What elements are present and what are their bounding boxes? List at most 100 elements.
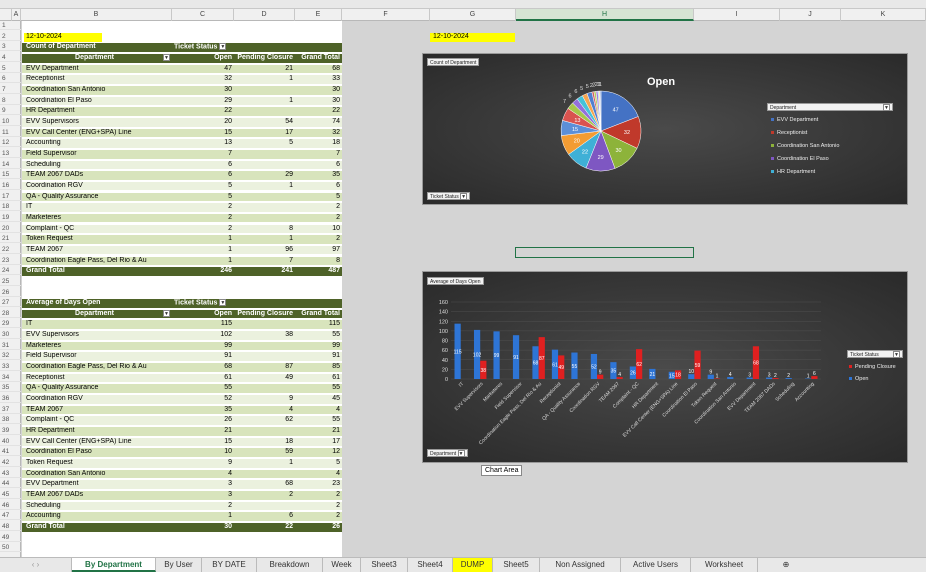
pivot-value-open[interactable]: 21 bbox=[224, 427, 232, 435]
pivot-value-open[interactable]: 52 bbox=[224, 395, 232, 403]
pivot-row-label[interactable]: IT bbox=[26, 203, 33, 211]
pivot-row-label[interactable]: EVV Supervisors bbox=[26, 331, 79, 339]
pivot-col-pending[interactable]: Pending Closure bbox=[234, 309, 295, 319]
tab-dump[interactable]: DUMP bbox=[453, 558, 493, 572]
pivot-row-label[interactable]: HR Department bbox=[26, 107, 75, 115]
pivot-value-pending[interactable]: 87 bbox=[285, 363, 293, 371]
pivot-value-total[interactable]: 2 bbox=[336, 512, 340, 520]
pivot-value-total[interactable]: 55 bbox=[332, 416, 340, 424]
row-header[interactable]: 43 bbox=[0, 469, 21, 478]
filter-icon[interactable]: ▼ bbox=[219, 43, 227, 51]
date-cell-1[interactable]: 12-10-2024 bbox=[24, 33, 102, 42]
tab-sheet3[interactable]: Sheet3 bbox=[361, 558, 408, 572]
row-header[interactable]: 8 bbox=[0, 96, 21, 105]
row-header[interactable]: 2 bbox=[0, 32, 21, 41]
column-header-I[interactable]: I bbox=[694, 9, 780, 21]
pivot-value-open[interactable]: 20 bbox=[224, 117, 232, 125]
pivot-value-total[interactable]: 5 bbox=[336, 459, 340, 467]
pivot-row-label[interactable]: IT bbox=[26, 320, 33, 328]
pivot-value-total[interactable]: 30 bbox=[332, 85, 340, 93]
pivot-value-total[interactable]: 5 bbox=[336, 192, 340, 200]
pivot-row-label[interactable]: EVV Department bbox=[26, 64, 79, 72]
row-header[interactable]: 37 bbox=[0, 405, 21, 414]
pivot-value-total[interactable]: 2 bbox=[336, 491, 340, 499]
pivot-value-open[interactable]: 15 bbox=[224, 128, 232, 136]
pivot-value-pending[interactable]: 17 bbox=[285, 128, 293, 136]
pivot-value-total[interactable]: 115 bbox=[328, 320, 340, 328]
pivot-value-pending[interactable]: 49 bbox=[285, 373, 293, 381]
row-header[interactable]: 25 bbox=[0, 277, 21, 286]
row-header[interactable]: 31 bbox=[0, 341, 21, 350]
pivot-value-pending[interactable] bbox=[234, 150, 295, 159]
pivot-row-label[interactable]: TEAM 2067 DADs bbox=[26, 171, 84, 179]
bar-open[interactable] bbox=[688, 374, 695, 379]
pivot-value-open[interactable]: 5 bbox=[228, 181, 232, 189]
pivot-value-pending[interactable]: 54 bbox=[285, 117, 293, 125]
bar-pending[interactable] bbox=[538, 337, 545, 379]
filter-icon[interactable]: ▼ bbox=[219, 299, 227, 307]
pivot-total-label[interactable]: Grand Total bbox=[24, 523, 172, 532]
pivot-value-pending[interactable] bbox=[234, 384, 295, 393]
pivot-value-total[interactable]: 2 bbox=[336, 203, 340, 211]
column-header-A[interactable]: A bbox=[12, 9, 21, 21]
row-header[interactable]: 6 bbox=[0, 74, 21, 84]
row-header[interactable]: 3 bbox=[0, 42, 21, 52]
pivot-value-total[interactable]: 7 bbox=[336, 149, 340, 157]
bar-open[interactable] bbox=[649, 368, 656, 379]
pivot-value-pending[interactable]: 18 bbox=[285, 437, 293, 445]
row-header[interactable]: 46 bbox=[0, 501, 21, 510]
bar-field-button[interactable]: Average of Days Open bbox=[427, 277, 484, 285]
bar-pending[interactable] bbox=[694, 350, 701, 379]
pivot-value-pending[interactable]: 1 bbox=[289, 181, 293, 189]
pie-field-button[interactable]: Count of Department bbox=[427, 58, 480, 66]
tab-non-assigned[interactable]: Non Assigned bbox=[540, 558, 621, 572]
tab-by-user[interactable]: By User bbox=[156, 558, 202, 572]
pivot-value-open[interactable]: 4 bbox=[228, 469, 232, 477]
row-header[interactable]: 11 bbox=[0, 128, 21, 137]
pivot-value-pending[interactable]: 8 bbox=[289, 224, 293, 232]
pivot-value-open[interactable]: 2 bbox=[228, 224, 232, 232]
pivot-value-total[interactable]: 97 bbox=[332, 245, 340, 253]
pivot-value-pending[interactable] bbox=[234, 427, 295, 436]
pivot-value-pending[interactable]: 59 bbox=[285, 448, 293, 456]
pivot-value-total[interactable]: 12 bbox=[332, 448, 340, 456]
pivot-value-pending[interactable]: 1 bbox=[289, 459, 293, 467]
pivot-value-total[interactable]: 10 bbox=[332, 224, 340, 232]
tab-sheet4[interactable]: Sheet4 bbox=[408, 558, 453, 572]
pivot-value-open[interactable]: 91 bbox=[224, 352, 232, 360]
pivot-col-open[interactable]: Open bbox=[172, 309, 234, 319]
pivot-value-open[interactable]: 5 bbox=[228, 192, 232, 200]
pivot-value-open[interactable]: 115 bbox=[220, 320, 232, 328]
row-header[interactable]: 24 bbox=[0, 266, 21, 276]
pivot-value-open[interactable]: 9 bbox=[228, 459, 232, 467]
pivot-value-pending[interactable] bbox=[234, 342, 295, 351]
pivot-value-total[interactable]: 4 bbox=[336, 469, 340, 477]
bar-pending[interactable] bbox=[558, 355, 565, 379]
pivot-value-total[interactable]: 17 bbox=[332, 437, 340, 445]
pivot-row-label[interactable]: TEAM 2067 DADs bbox=[26, 491, 84, 499]
pivot-value-total[interactable]: 91 bbox=[332, 352, 340, 360]
pivot-row-label[interactable]: Field Supervisor bbox=[26, 352, 77, 360]
pivot-row-label[interactable]: Scheduling bbox=[26, 160, 61, 168]
pivot-row-label[interactable]: Coordination San Antonio bbox=[26, 469, 106, 477]
row-header[interactable]: 48 bbox=[0, 522, 21, 532]
pivot-total-grand[interactable]: 487 bbox=[295, 267, 342, 276]
column-header-G[interactable]: G bbox=[430, 9, 516, 21]
row-header[interactable]: 14 bbox=[0, 160, 21, 169]
row-header[interactable]: 26 bbox=[0, 288, 21, 297]
pivot-value-total[interactable]: 30 bbox=[332, 96, 340, 104]
pivot-value-pending[interactable]: 1 bbox=[289, 235, 293, 243]
row-header[interactable]: 19 bbox=[0, 213, 21, 222]
tab-by-date[interactable]: BY DATE bbox=[202, 558, 257, 572]
pivot-value-total[interactable]: 2 bbox=[336, 213, 340, 221]
pivot-row-label[interactable]: Receptionist bbox=[26, 75, 65, 83]
pivot-value-total[interactable]: 2 bbox=[336, 501, 340, 509]
pivot-col-department[interactable]: Department ▼ bbox=[24, 309, 172, 319]
row-header[interactable]: 18 bbox=[0, 202, 21, 212]
row-header[interactable]: 36 bbox=[0, 394, 21, 404]
row-header[interactable]: 30 bbox=[0, 330, 21, 340]
row-header[interactable]: 49 bbox=[0, 533, 21, 542]
pivot-total-open[interactable]: 30 bbox=[172, 523, 234, 532]
row-header[interactable]: 35 bbox=[0, 383, 21, 393]
pivot-row-label[interactable]: Coordination El Paso bbox=[26, 96, 92, 104]
